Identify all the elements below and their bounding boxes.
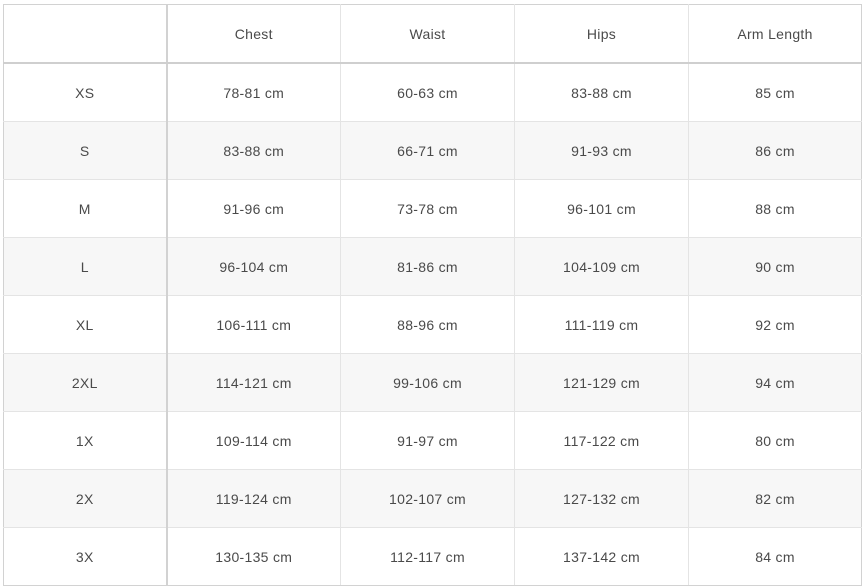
table-row-3x: 3X 130-135 cm 112-117 cm 137-142 cm 84 c…	[3, 527, 862, 586]
size-cell: 2XL	[3, 353, 168, 412]
hips-cell: 104-109 cm	[514, 237, 689, 296]
waist-cell: 99-106 cm	[340, 353, 515, 412]
waist-cell: 66-71 cm	[340, 121, 515, 180]
table-row-2xl: 2XL 114-121 cm 99-106 cm 121-129 cm 94 c…	[3, 353, 862, 412]
header-row: Chest Waist Hips Arm Length	[3, 4, 862, 64]
waist-cell: 91-97 cm	[340, 411, 515, 470]
table-row-xl: XL 106-111 cm 88-96 cm 111-119 cm 92 cm	[3, 295, 862, 354]
chest-cell: 106-111 cm	[166, 295, 341, 354]
table-row-l: L 96-104 cm 81-86 cm 104-109 cm 90 cm	[3, 237, 862, 296]
hips-cell: 127-132 cm	[514, 469, 689, 528]
hips-cell: 91-93 cm	[514, 121, 689, 180]
chest-cell: 83-88 cm	[166, 121, 341, 180]
arm-length-cell: 88 cm	[688, 179, 862, 238]
hips-cell: 121-129 cm	[514, 353, 689, 412]
chest-cell: 119-124 cm	[166, 469, 341, 528]
chest-cell: 114-121 cm	[166, 353, 341, 412]
arm-length-cell: 84 cm	[688, 527, 862, 586]
chest-cell: 78-81 cm	[166, 62, 341, 122]
table-row-s: S 83-88 cm 66-71 cm 91-93 cm 86 cm	[3, 121, 862, 180]
size-cell: S	[3, 121, 168, 180]
waist-cell: 112-117 cm	[340, 527, 515, 586]
arm-length-cell: 80 cm	[688, 411, 862, 470]
arm-length-cell: 85 cm	[688, 62, 862, 122]
chest-cell: 130-135 cm	[166, 527, 341, 586]
chest-cell: 96-104 cm	[166, 237, 341, 296]
size-cell: M	[3, 179, 168, 238]
size-cell: 3X	[3, 527, 168, 586]
waist-cell: 73-78 cm	[340, 179, 515, 238]
waist-cell: 88-96 cm	[340, 295, 515, 354]
waist-cell: 102-107 cm	[340, 469, 515, 528]
size-chart-table: Chest Waist Hips Arm Length XS 78-81 cm …	[3, 4, 862, 586]
waist-cell: 60-63 cm	[340, 62, 515, 122]
hips-cell: 96-101 cm	[514, 179, 689, 238]
column-header-hips: Hips	[514, 4, 689, 64]
column-header-size	[3, 4, 168, 64]
column-header-waist: Waist	[340, 4, 515, 64]
chest-cell: 109-114 cm	[166, 411, 341, 470]
hips-cell: 83-88 cm	[514, 62, 689, 122]
table-row-1x: 1X 109-114 cm 91-97 cm 117-122 cm 80 cm	[3, 411, 862, 470]
table-row-2x: 2X 119-124 cm 102-107 cm 127-132 cm 82 c…	[3, 469, 862, 528]
arm-length-cell: 82 cm	[688, 469, 862, 528]
arm-length-cell: 92 cm	[688, 295, 862, 354]
size-cell: XL	[3, 295, 168, 354]
size-cell: XS	[3, 62, 168, 122]
hips-cell: 111-119 cm	[514, 295, 689, 354]
table-row-m: M 91-96 cm 73-78 cm 96-101 cm 88 cm	[3, 179, 862, 238]
hips-cell: 117-122 cm	[514, 411, 689, 470]
waist-cell: 81-86 cm	[340, 237, 515, 296]
size-cell: 1X	[3, 411, 168, 470]
hips-cell: 137-142 cm	[514, 527, 689, 586]
arm-length-cell: 86 cm	[688, 121, 862, 180]
size-cell: 2X	[3, 469, 168, 528]
chest-cell: 91-96 cm	[166, 179, 341, 238]
table-row-xs: XS 78-81 cm 60-63 cm 83-88 cm 85 cm	[3, 62, 862, 122]
arm-length-cell: 94 cm	[688, 353, 862, 412]
column-header-arm-length: Arm Length	[688, 4, 862, 64]
size-cell: L	[3, 237, 168, 296]
arm-length-cell: 90 cm	[688, 237, 862, 296]
column-header-chest: Chest	[166, 4, 341, 64]
